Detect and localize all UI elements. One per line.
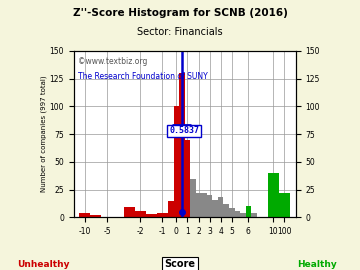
Bar bbox=[201, 193, 207, 217]
Bar bbox=[146, 214, 157, 217]
Bar bbox=[185, 140, 190, 217]
Bar bbox=[174, 106, 179, 217]
Bar bbox=[212, 200, 218, 217]
Text: Healthy: Healthy bbox=[297, 260, 337, 269]
Text: Score: Score bbox=[165, 259, 195, 269]
Bar bbox=[157, 213, 168, 217]
Bar bbox=[123, 207, 135, 217]
Bar bbox=[90, 215, 102, 217]
Bar bbox=[79, 213, 90, 217]
Bar bbox=[229, 208, 235, 217]
Bar bbox=[240, 213, 246, 217]
Bar bbox=[179, 73, 185, 217]
Bar bbox=[190, 178, 196, 217]
Text: ©www.textbiz.org: ©www.textbiz.org bbox=[78, 57, 148, 66]
Bar bbox=[196, 193, 201, 217]
Bar bbox=[279, 193, 290, 217]
Bar bbox=[207, 195, 212, 217]
Bar bbox=[218, 197, 224, 217]
Text: The Research Foundation of SUNY: The Research Foundation of SUNY bbox=[78, 72, 208, 81]
Bar bbox=[135, 211, 146, 217]
Text: Unhealthy: Unhealthy bbox=[17, 260, 69, 269]
Bar bbox=[224, 204, 229, 217]
Y-axis label: Number of companies (997 total): Number of companies (997 total) bbox=[40, 76, 47, 193]
Bar bbox=[235, 211, 240, 217]
Bar bbox=[246, 206, 251, 217]
Bar bbox=[168, 201, 174, 217]
Text: 0.5837: 0.5837 bbox=[169, 126, 199, 135]
Text: Sector: Financials: Sector: Financials bbox=[137, 27, 223, 37]
Text: Z''-Score Histogram for SCNB (2016): Z''-Score Histogram for SCNB (2016) bbox=[73, 8, 287, 18]
Bar bbox=[251, 213, 257, 217]
Bar bbox=[268, 173, 279, 217]
